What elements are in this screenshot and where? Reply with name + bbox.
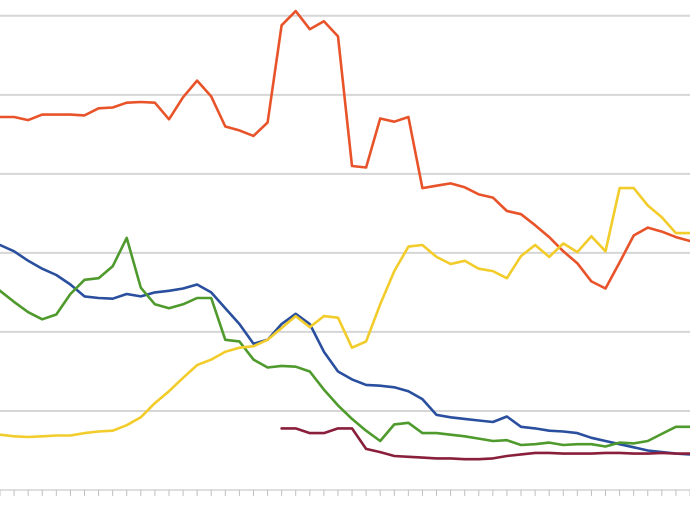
x-axis bbox=[0, 489, 690, 496]
series-line-1 bbox=[0, 9, 690, 290]
series-line-3 bbox=[0, 236, 690, 448]
series-line-5 bbox=[280, 427, 690, 461]
gridlines bbox=[0, 14, 690, 412]
series-line-4 bbox=[0, 186, 690, 439]
series-lines bbox=[0, 9, 690, 461]
series-line-2 bbox=[0, 243, 690, 456]
